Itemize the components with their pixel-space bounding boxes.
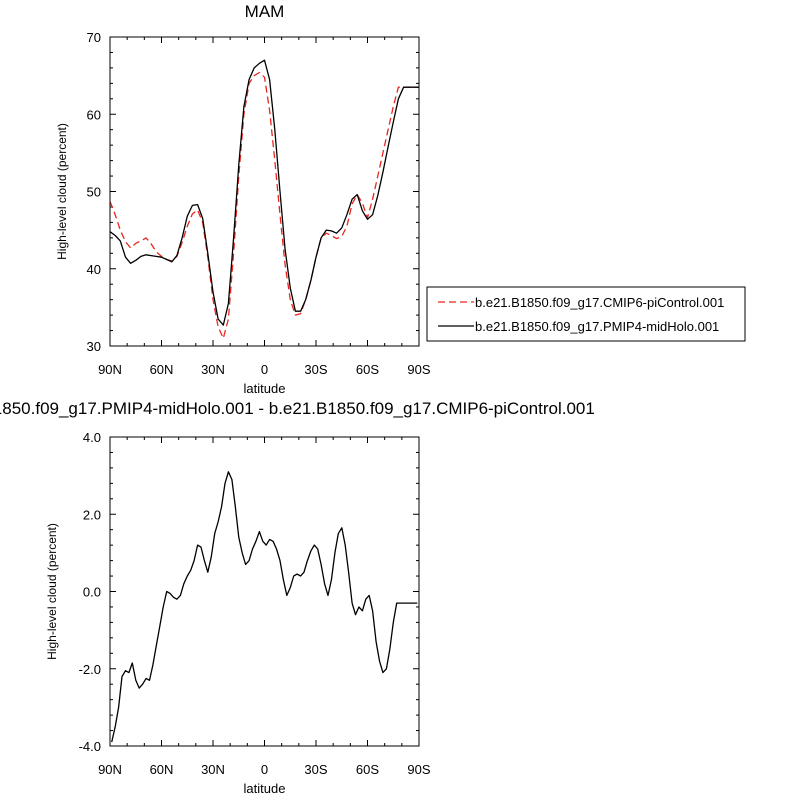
y-tick-label: 50 xyxy=(87,185,101,200)
chart-title: MAM xyxy=(245,2,285,21)
legend: b.e21.B1850.f09_g17.CMIP6-piControl.001b… xyxy=(426,286,746,342)
x-tick-label: 90N xyxy=(98,762,122,777)
legend-label-0: b.e21.B1850.f09_g17.CMIP6-piControl.001 xyxy=(475,295,724,310)
y-tick-label: 40 xyxy=(87,262,101,277)
x-tick-label: 30N xyxy=(201,762,225,777)
chart-title: b.e21.B1850.f09_g17.PMIP4-midHolo.001 - … xyxy=(0,399,595,418)
axis-ticks xyxy=(109,436,420,747)
x-tick-label: 90N xyxy=(98,362,122,377)
x-tick-label: 30S xyxy=(304,362,327,377)
y-axis-label: High-level cloud (percent) xyxy=(45,523,59,660)
top-chart-panel: MAM 90N 60N 30N 0 30S 60S 90S 30 40 50 60 70 latitude… xyxy=(55,2,746,396)
x-tick-label: 30S xyxy=(304,762,327,777)
x-tick-label: 30N xyxy=(201,362,225,377)
legend-label-1: b.e21.B1850.f09_g17.PMIP4-midHolo.001 xyxy=(475,319,719,334)
x-tick-label: 90S xyxy=(407,762,430,777)
y-tick-label: 70 xyxy=(87,30,101,45)
axis-ticks xyxy=(109,36,420,347)
series-group xyxy=(110,59,419,339)
y-tick-label: 60 xyxy=(87,107,101,122)
series-line-0 xyxy=(111,471,418,743)
series-line-0 xyxy=(110,71,419,339)
y-tick-label: -4.0 xyxy=(79,739,101,754)
plot-frame xyxy=(109,36,420,347)
y-tick-label: 0.0 xyxy=(83,585,101,600)
series-group xyxy=(111,471,418,743)
x-tick-label: 0 xyxy=(261,762,268,777)
x-tick-label: 60S xyxy=(356,762,379,777)
y-tick-label: 2.0 xyxy=(83,507,101,522)
series-line-1 xyxy=(110,59,419,326)
x-axis-label: latitude xyxy=(244,781,286,796)
x-tick-label: 60S xyxy=(356,362,379,377)
plot-frame xyxy=(109,436,420,747)
x-axis-label: latitude xyxy=(244,381,286,396)
y-tick-label: 4.0 xyxy=(83,430,101,445)
x-tick-label: 60N xyxy=(150,762,174,777)
x-tick-label: 0 xyxy=(261,362,268,377)
bottom-chart-panel: b.e21.B1850.f09_g17.PMIP4-midHolo.001 - … xyxy=(0,399,595,796)
y-axis-label: High-level cloud (percent) xyxy=(55,123,69,260)
legend-box xyxy=(426,286,746,342)
y-tick-label: 30 xyxy=(87,339,101,354)
x-tick-label: 90S xyxy=(407,362,430,377)
x-tick-label: 60N xyxy=(150,362,174,377)
y-tick-label: -2.0 xyxy=(79,662,101,677)
